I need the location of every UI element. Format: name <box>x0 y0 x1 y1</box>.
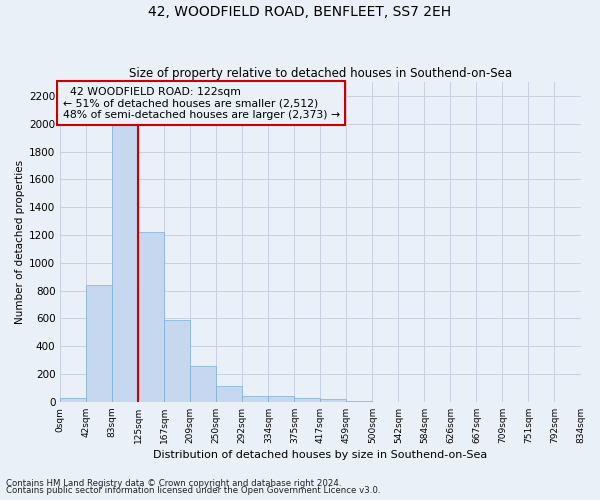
Bar <box>217 386 242 402</box>
Bar <box>139 232 164 402</box>
Text: Contains HM Land Registry data © Crown copyright and database right 2024.: Contains HM Land Registry data © Crown c… <box>6 478 341 488</box>
Text: 42 WOODFIELD ROAD: 122sqm
← 51% of detached houses are smaller (2,512)
48% of se: 42 WOODFIELD ROAD: 122sqm ← 51% of detac… <box>63 87 340 120</box>
X-axis label: Distribution of detached houses by size in Southend-on-Sea: Distribution of detached houses by size … <box>153 450 488 460</box>
Bar <box>320 399 346 402</box>
Text: 42, WOODFIELD ROAD, BENFLEET, SS7 2EH: 42, WOODFIELD ROAD, BENFLEET, SS7 2EH <box>148 5 452 19</box>
Bar <box>86 285 112 402</box>
Bar <box>268 396 295 402</box>
Bar <box>242 396 268 402</box>
Bar <box>190 366 217 402</box>
Bar <box>112 117 139 402</box>
Bar <box>346 401 373 402</box>
Bar <box>164 320 190 402</box>
Bar <box>60 398 86 402</box>
Bar <box>295 398 320 402</box>
Y-axis label: Number of detached properties: Number of detached properties <box>15 160 25 324</box>
Title: Size of property relative to detached houses in Southend-on-Sea: Size of property relative to detached ho… <box>129 66 512 80</box>
Text: Contains public sector information licensed under the Open Government Licence v3: Contains public sector information licen… <box>6 486 380 495</box>
